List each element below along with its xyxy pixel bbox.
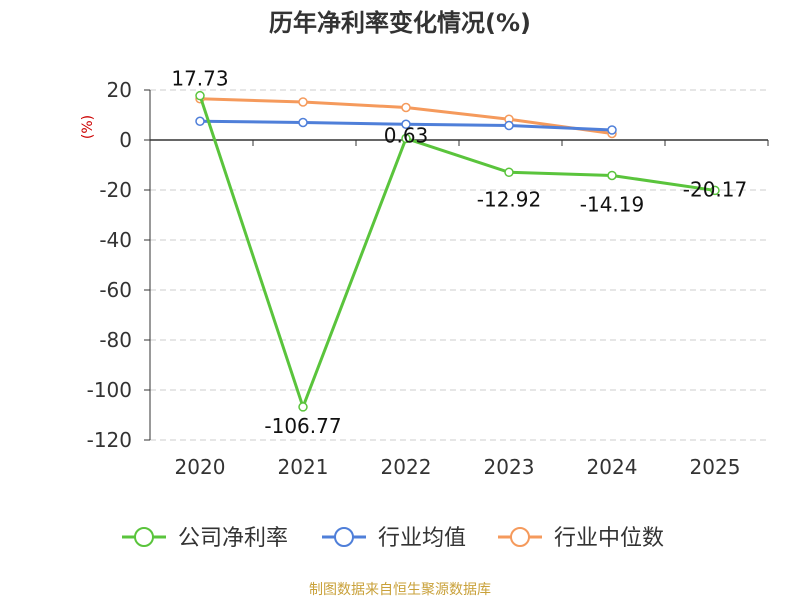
x-tick-label: 2025 xyxy=(690,455,741,479)
data-labels: 17.73 -106.77 0.63 -12.92 -14.19 -20.17 xyxy=(171,67,747,438)
data-point xyxy=(607,170,617,181)
data-point xyxy=(607,125,617,135)
legend-marker-1 xyxy=(334,527,354,547)
legend: 公司净利率 行业均值 行业中位数 xyxy=(122,526,664,551)
data-point xyxy=(298,402,308,412)
data-point xyxy=(195,90,205,101)
data-point xyxy=(504,167,514,178)
legend-label: 公司净利率 xyxy=(178,526,288,551)
grid-lines xyxy=(150,89,768,441)
x-tick-label: 2024 xyxy=(587,455,638,479)
y-tick-label: -120 xyxy=(87,428,132,452)
data-point xyxy=(401,133,411,144)
data-point xyxy=(401,119,411,129)
x-tick-label: 2021 xyxy=(278,455,329,479)
series-lines xyxy=(195,90,720,412)
data-point xyxy=(710,185,720,196)
data-point xyxy=(504,120,514,131)
y-tick-label: -80 xyxy=(99,328,132,352)
data-label: -106.77 xyxy=(264,414,341,438)
data-label: 0.63 xyxy=(384,123,429,147)
source-note: 制图数据来自恒生聚源数据库 xyxy=(309,582,491,598)
series-line-0 xyxy=(198,95,716,409)
data-point xyxy=(195,116,205,126)
x-tick-label: 2020 xyxy=(175,455,226,479)
y-tick-label: 20 xyxy=(107,78,132,102)
data-label: -20.17 xyxy=(683,177,747,201)
legend-label: 行业中位数 xyxy=(554,526,664,551)
y-tick-label: -100 xyxy=(87,378,132,402)
legend-marker-0 xyxy=(134,527,154,547)
data-point xyxy=(298,117,308,128)
chart-title: 历年净利率变化情况(%) xyxy=(269,9,531,37)
legend-marker-2 xyxy=(510,527,530,547)
y-tick-label: 0 xyxy=(119,128,132,152)
data-label: 17.73 xyxy=(171,67,228,91)
y-axis-unit-label: (%) xyxy=(80,115,96,139)
axes: 20 0 -20 -40 -60 -80 -100 -120 2020 2021 2022 2023 2… xyxy=(87,78,769,479)
legend-label: 行业均值 xyxy=(378,526,466,551)
data-label: -14.19 xyxy=(580,192,644,216)
y-tick-label: -20 xyxy=(99,178,132,202)
data-point xyxy=(298,97,308,107)
y-tick-label: -60 xyxy=(99,278,132,302)
y-tick-label: -40 xyxy=(99,228,132,252)
x-tick-label: 2023 xyxy=(484,455,535,479)
data-label: -12.92 xyxy=(477,187,541,211)
x-tick-label: 2022 xyxy=(381,455,432,479)
data-point xyxy=(401,102,411,113)
